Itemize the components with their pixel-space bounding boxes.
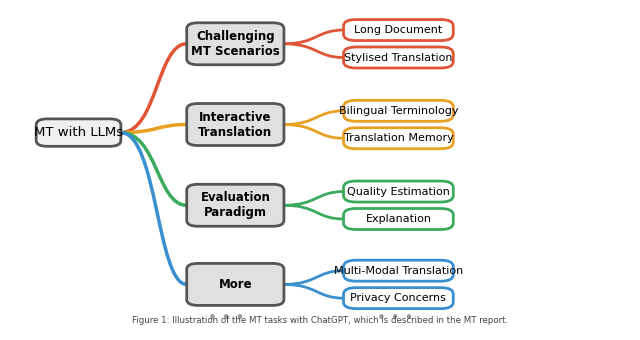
FancyBboxPatch shape — [344, 260, 453, 281]
Text: Translation Memory: Translation Memory — [344, 133, 453, 143]
FancyBboxPatch shape — [344, 128, 453, 149]
FancyBboxPatch shape — [187, 264, 284, 305]
Text: Figure 1: Illustration of the MT tasks with ChatGPT, which is described in the M: Figure 1: Illustration of the MT tasks w… — [132, 316, 508, 325]
FancyBboxPatch shape — [187, 184, 284, 226]
FancyBboxPatch shape — [344, 19, 453, 40]
Text: Interactive
Translation: Interactive Translation — [198, 110, 273, 138]
FancyBboxPatch shape — [344, 181, 453, 202]
Text: Privacy Concerns: Privacy Concerns — [351, 293, 446, 303]
Text: Long Document: Long Document — [355, 25, 442, 35]
FancyBboxPatch shape — [344, 208, 453, 230]
Text: Multi-Modal Translation: Multi-Modal Translation — [334, 266, 463, 276]
Text: More: More — [218, 278, 252, 291]
FancyBboxPatch shape — [344, 47, 453, 68]
Text: Explanation: Explanation — [365, 214, 431, 224]
FancyBboxPatch shape — [187, 103, 284, 146]
Text: MT with LLMs: MT with LLMs — [34, 126, 123, 139]
FancyBboxPatch shape — [344, 100, 453, 121]
Text: Challenging
MT Scenarios: Challenging MT Scenarios — [191, 30, 280, 58]
Text: • • •: • • • — [377, 311, 413, 326]
Text: Bilingual Terminology: Bilingual Terminology — [339, 106, 458, 116]
Text: Evaluation
Paradigm: Evaluation Paradigm — [200, 191, 270, 219]
FancyBboxPatch shape — [344, 288, 453, 309]
Text: Stylised Translation: Stylised Translation — [344, 52, 452, 63]
FancyBboxPatch shape — [187, 23, 284, 65]
Text: Quality Estimation: Quality Estimation — [347, 187, 450, 197]
FancyBboxPatch shape — [36, 119, 121, 146]
Text: • • •: • • • — [208, 311, 244, 326]
